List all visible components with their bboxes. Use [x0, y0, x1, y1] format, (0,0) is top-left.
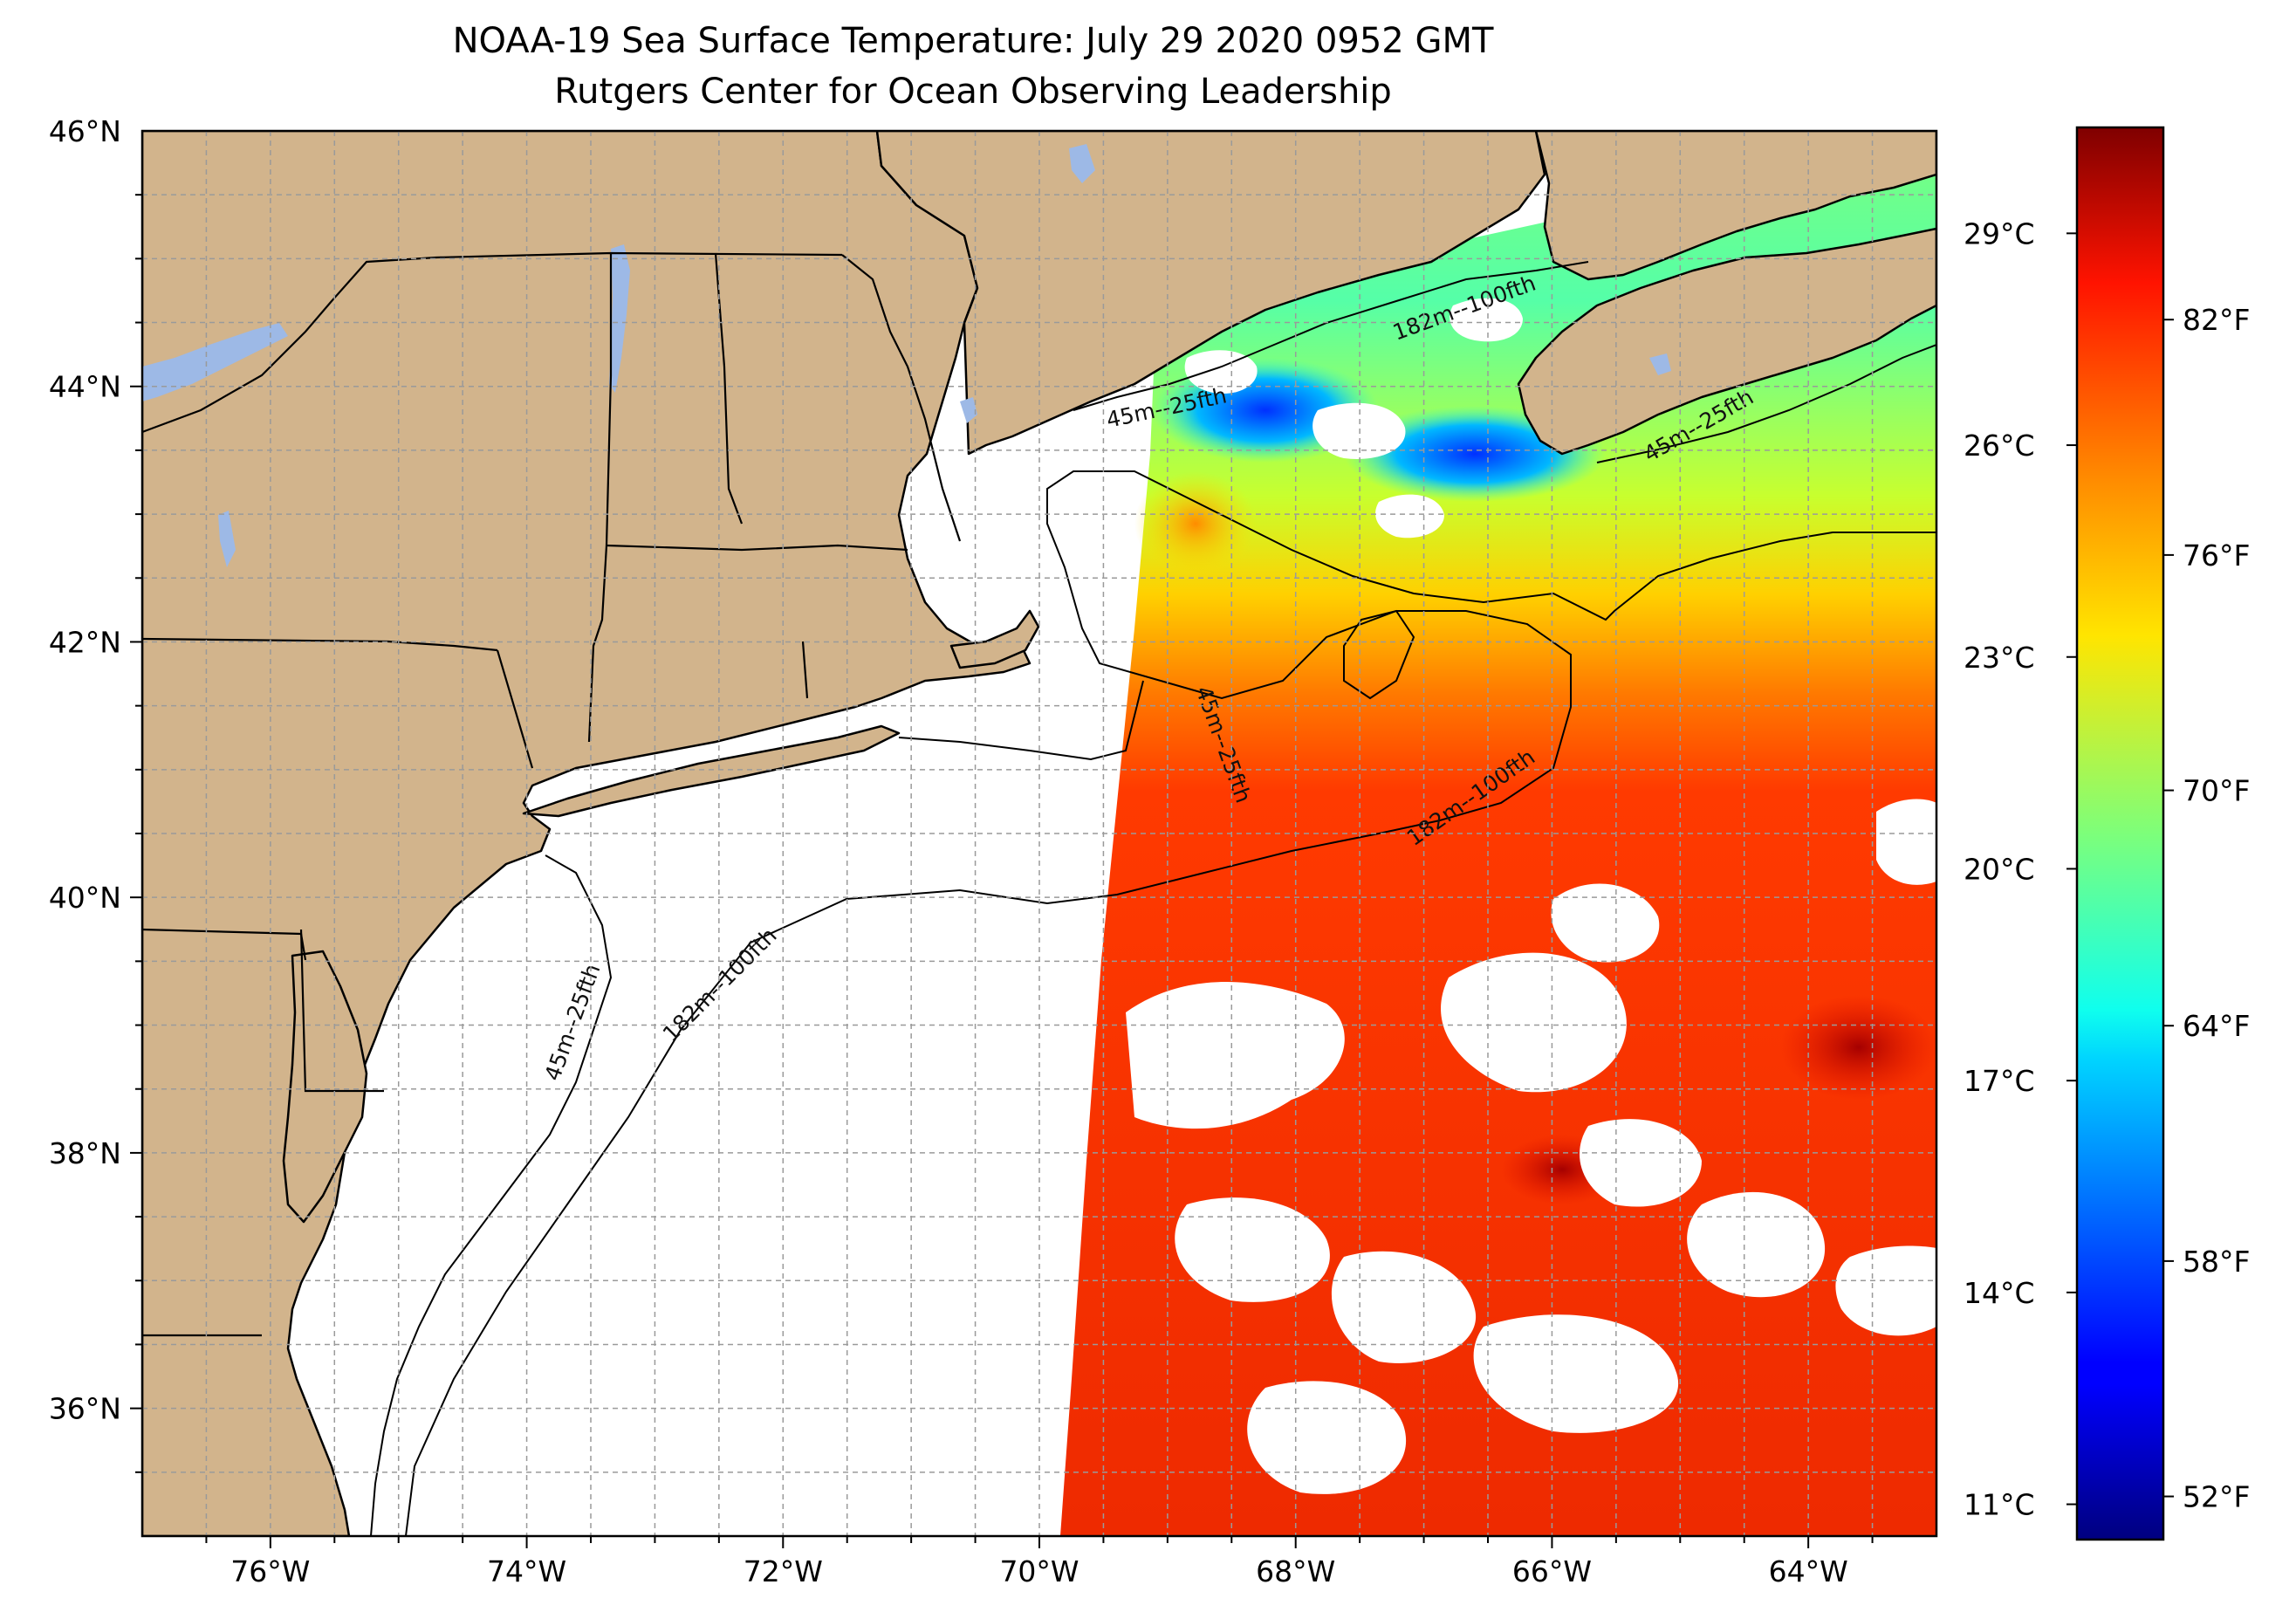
cape-cod — [949, 609, 1040, 669]
contour-45m-gulf — [1073, 261, 1589, 411]
contour-182m — [405, 470, 1936, 1536]
colorbar-ticks: 29°C 26°C 23°C 20°C 17°C 14°C 11°C 82°F 76°F 70°F… — [1964, 216, 2250, 1521]
fahrenheit-tick-label: 76°F — [2183, 539, 2250, 573]
map-title: NOAA-19 Sea Surface Temperature: July 29… — [452, 21, 1494, 61]
canada-mainland — [875, 131, 1546, 456]
lake-ontario — [142, 323, 288, 401]
lake-maine — [960, 397, 977, 423]
lake-finger — [218, 511, 236, 567]
fahrenheit-tick-label: 70°F — [2183, 774, 2250, 808]
colorbar — [2075, 126, 2165, 1541]
nova-scotia — [1517, 227, 1936, 456]
celsius-tick-label: 20°C — [1964, 852, 2035, 886]
lon-tick-label: 68°W — [1256, 1554, 1335, 1588]
lake-champlain — [609, 244, 630, 393]
lat-tick-label: 38°N — [49, 1136, 121, 1170]
celsius-tick-label: 17°C — [1964, 1064, 2035, 1098]
lat-tick-label: 46°N — [49, 114, 121, 148]
fahrenheit-tick-label: 64°F — [2183, 1009, 2250, 1043]
gridlines — [142, 131, 1936, 1536]
lat-tick-label: 36°N — [49, 1392, 121, 1426]
lon-tick-label: 72°W — [744, 1554, 823, 1588]
state-borders — [142, 251, 962, 1337]
contour-45m-georges — [1343, 609, 1415, 700]
land-masses — [142, 131, 1936, 1536]
celsius-tick-label: 23°C — [1964, 641, 2035, 675]
lake-moosehead — [1069, 144, 1095, 183]
lon-tick-label: 64°W — [1769, 1554, 1848, 1588]
canada-north-shore — [1534, 131, 1936, 281]
fahrenheit-tick-label: 58°F — [2183, 1245, 2250, 1279]
lat-tick-label: 44°N — [49, 370, 121, 404]
long-island — [522, 724, 901, 818]
bathymetry-contours — [370, 261, 1936, 1536]
lake-nova-scotia — [1649, 353, 1671, 375]
celsius-tick-label: 29°C — [1964, 216, 2035, 250]
celsius-tick-label: 14°C — [1964, 1276, 2035, 1310]
celsius-tick-label: 11°C — [1964, 1488, 2035, 1522]
celsius-tick-label: 26°C — [1964, 429, 2035, 463]
fahrenheit-tick-label: 52°F — [2183, 1480, 2250, 1514]
contour-45m — [370, 854, 613, 1536]
lon-tick-label: 76°W — [230, 1554, 310, 1588]
warm-water-patch — [1134, 471, 1257, 576]
us-mainland — [142, 131, 1031, 1536]
map-axes: 76°W 74°W 72°W 70°W 68°W 66°W 64°W 36°N 38°N 40°N… — [49, 114, 1874, 1588]
contour-45m-shelf — [898, 680, 1144, 761]
lon-tick-label: 74°W — [487, 1554, 566, 1588]
lat-tick-label: 42°N — [49, 625, 121, 659]
lon-tick-label: 66°W — [1512, 1554, 1592, 1588]
map-subtitle: Rutgers Center for Ocean Observing Leade… — [554, 72, 1392, 112]
lon-tick-label: 70°W — [999, 1554, 1079, 1588]
contour-45m-ns — [1596, 344, 1936, 463]
lakes — [142, 144, 1671, 567]
hot-water-patch — [1780, 995, 1936, 1100]
fahrenheit-tick-label: 82°F — [2183, 303, 2250, 337]
lat-tick-label: 40°N — [49, 881, 121, 915]
